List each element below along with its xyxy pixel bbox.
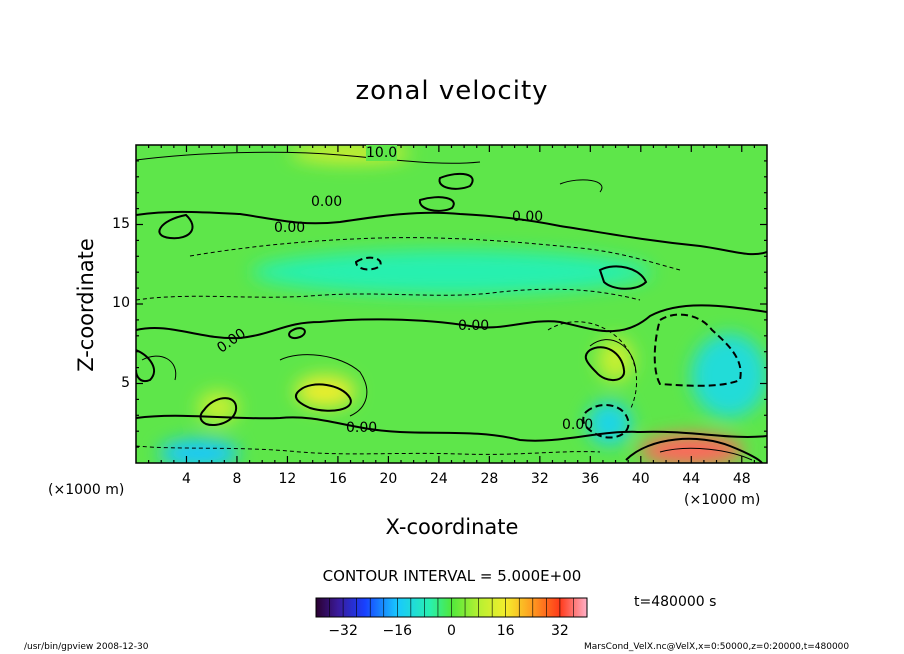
colorbar-tick-label: 0 — [447, 623, 456, 639]
contour-label: 0.00 — [512, 209, 544, 225]
contour-label: 0.00 — [562, 417, 594, 433]
footer-right: MarsCond_VelX.nc@VelX,x=0:50000,z=0:2000… — [584, 642, 850, 652]
x-tick-label: 40 — [631, 471, 650, 487]
y-axis-label: Z-coordinate — [74, 238, 98, 372]
heatmap-feature — [159, 439, 240, 463]
contour-label: 10.0 — [366, 145, 398, 161]
heatmap-feature — [198, 391, 239, 424]
axis-ticks — [136, 145, 767, 463]
time-label: t=480000 s — [634, 594, 717, 610]
heatmap-feature — [691, 333, 767, 418]
heatmap-feature — [251, 250, 652, 295]
y-tick-label: 10 — [112, 295, 130, 311]
x-tick-label: 20 — [379, 471, 398, 487]
x-unit-left: (×1000 m) — [48, 482, 125, 498]
x-tick-label: 36 — [581, 471, 600, 487]
contour-interval: CONTOUR INTERVAL = 5.000E+00 — [322, 567, 582, 585]
contour-label: 0.00 — [458, 318, 490, 334]
colorbar-tick-label: −32 — [328, 623, 358, 639]
x-tick-label: 28 — [480, 471, 499, 487]
x-unit-right: (×1000 m) — [684, 492, 761, 508]
heatmap-background — [136, 145, 767, 463]
x-tick-label: 44 — [682, 471, 701, 487]
y-tick-label: 5 — [121, 374, 130, 391]
x-tick-label: 16 — [328, 471, 347, 487]
contour-label: 0.00 — [311, 194, 343, 210]
contour-lines — [136, 151, 767, 463]
x-tick-label: 4 — [182, 471, 191, 487]
colorbar-ticks — [329, 598, 574, 617]
colorbar-tick-label: 32 — [550, 623, 569, 639]
contour-label: 0.00 — [346, 420, 378, 436]
colorbar-tick-label: −16 — [382, 623, 413, 639]
x-tick-label: 48 — [732, 471, 751, 487]
x-tick-label: 32 — [530, 471, 549, 487]
heatmap-feature — [597, 337, 634, 382]
heatmap-feature — [587, 401, 632, 446]
x-tick-label: 8 — [232, 471, 242, 487]
footer-left: /usr/bin/gpview 2008-12-30 — [24, 642, 149, 652]
heatmap-feature — [295, 375, 356, 408]
contour-label: 0.00 — [274, 220, 306, 236]
x-tick-label: 24 — [429, 471, 448, 487]
x-tick-label: 12 — [278, 471, 297, 487]
colorbar-tick-label: 16 — [496, 623, 515, 639]
y-tick-label: 15 — [112, 215, 130, 232]
chart-title: zonal velocity — [355, 76, 549, 106]
x-axis-label: X-coordinate — [385, 515, 519, 539]
